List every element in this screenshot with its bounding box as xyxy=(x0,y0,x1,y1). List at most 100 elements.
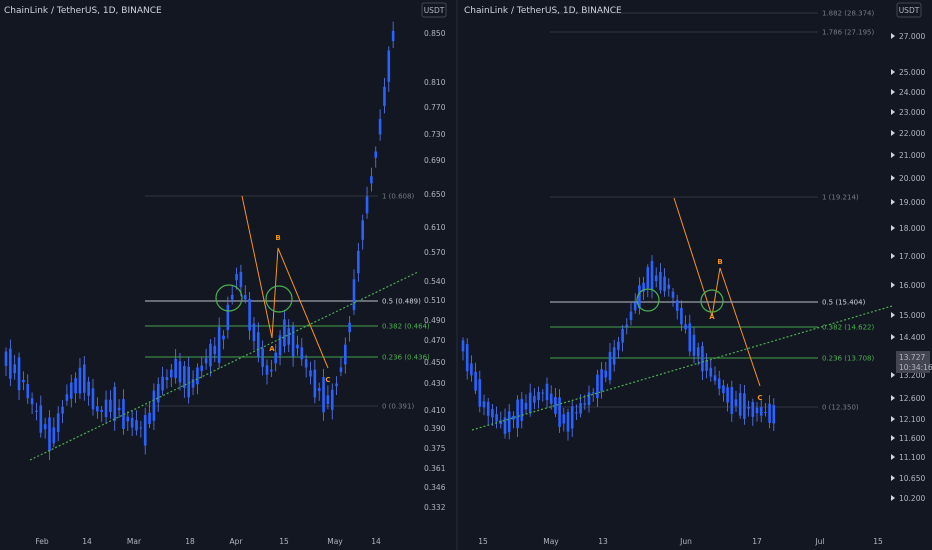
candle-body[interactable] xyxy=(772,405,776,424)
candle-body[interactable] xyxy=(391,30,395,42)
candle-body[interactable] xyxy=(503,417,507,434)
candle-body[interactable] xyxy=(516,399,519,429)
candle-body[interactable] xyxy=(625,324,629,327)
candle-body[interactable] xyxy=(83,364,86,393)
unit-label[interactable]: USDT xyxy=(899,6,920,15)
candle-body[interactable] xyxy=(528,392,532,413)
candle-body[interactable] xyxy=(122,399,125,429)
candle-body[interactable] xyxy=(587,392,591,406)
candle-body[interactable] xyxy=(365,196,369,214)
candle-body[interactable] xyxy=(139,427,143,429)
candle-body[interactable] xyxy=(204,358,208,364)
candle-body[interactable] xyxy=(126,416,130,422)
candle-body[interactable] xyxy=(684,324,687,330)
candle-body[interactable] xyxy=(512,415,515,420)
candle-body[interactable] xyxy=(287,328,291,345)
candle-body[interactable] xyxy=(243,295,247,300)
candle-body[interactable] xyxy=(747,406,750,409)
candle-body[interactable] xyxy=(600,369,603,392)
candle-body[interactable] xyxy=(300,347,304,360)
candle-body[interactable] xyxy=(709,367,713,377)
candle-body[interactable] xyxy=(213,345,217,355)
candle-body[interactable] xyxy=(35,410,38,412)
highlight-circle[interactable] xyxy=(700,289,724,313)
candle-body[interactable] xyxy=(629,311,633,321)
candle-body[interactable] xyxy=(562,414,566,424)
candle-body[interactable] xyxy=(352,279,356,311)
candle-body[interactable] xyxy=(52,427,56,444)
candle-body[interactable] xyxy=(520,398,524,421)
candle-body[interactable] xyxy=(13,364,16,374)
candle-body[interactable] xyxy=(734,399,738,407)
candle-body[interactable] xyxy=(491,409,494,418)
highlight-circle[interactable] xyxy=(636,288,660,312)
candle-body[interactable] xyxy=(283,319,286,347)
candle-body[interactable] xyxy=(650,261,654,291)
candle-body[interactable] xyxy=(730,387,734,414)
candle-body[interactable] xyxy=(226,304,230,331)
candle-body[interactable] xyxy=(743,393,746,419)
highlight-circle[interactable] xyxy=(215,284,243,312)
candle-body[interactable] xyxy=(165,377,169,381)
candle-body[interactable] xyxy=(667,284,671,289)
candle-body[interactable] xyxy=(170,369,173,378)
candle-body[interactable] xyxy=(143,415,147,446)
candle-body[interactable] xyxy=(270,369,273,372)
candle-body[interactable] xyxy=(465,344,469,372)
candle-body[interactable] xyxy=(313,369,317,398)
right-chart-pane[interactable]: ChainLink / TetherUS, 1D, BINANCE USDT 27.… xyxy=(461,2,932,546)
candle-body[interactable] xyxy=(278,335,282,356)
candle-body[interactable] xyxy=(764,411,767,413)
candle-body[interactable] xyxy=(317,388,321,392)
candle-body[interactable] xyxy=(30,398,34,405)
candle-body[interactable] xyxy=(524,402,528,410)
candle-body[interactable] xyxy=(330,389,334,410)
candle-body[interactable] xyxy=(361,220,364,240)
candle-body[interactable] xyxy=(633,302,637,311)
candle-body[interactable] xyxy=(74,378,77,394)
candle-body[interactable] xyxy=(541,392,545,394)
candle-body[interactable] xyxy=(646,267,650,289)
candle-body[interactable] xyxy=(617,341,620,350)
candle-body[interactable] xyxy=(65,394,69,401)
candle-body[interactable] xyxy=(357,250,360,274)
left-chart-pane[interactable]: ChainLink / TetherUS, 1D, BINANCE USDT 0.8… xyxy=(4,0,447,546)
candle-body[interactable] xyxy=(296,344,299,349)
candle-body[interactable] xyxy=(638,285,641,309)
candle-body[interactable] xyxy=(701,346,704,372)
candle-body[interactable] xyxy=(148,412,151,425)
candle-body[interactable] xyxy=(265,365,269,375)
candle-body[interactable] xyxy=(200,365,204,372)
candle-body[interactable] xyxy=(675,300,679,311)
candle-body[interactable] xyxy=(304,359,308,368)
candle-body[interactable] xyxy=(461,340,465,352)
candle-body[interactable] xyxy=(239,272,243,288)
candle-body[interactable] xyxy=(43,424,47,430)
candle-body[interactable] xyxy=(9,348,12,379)
candle-body[interactable] xyxy=(579,403,582,414)
candle-body[interactable] xyxy=(196,367,199,385)
candle-body[interactable] xyxy=(156,383,160,403)
candle-body[interactable] xyxy=(222,335,225,340)
candle-body[interactable] xyxy=(117,407,121,411)
unit-toggle-button[interactable]: USDT xyxy=(421,2,447,18)
candle-body[interactable] xyxy=(722,385,725,394)
candle-body[interactable] xyxy=(91,388,95,410)
candle-body[interactable] xyxy=(751,401,755,417)
candle-body[interactable] xyxy=(696,347,700,357)
abc-wave-path[interactable] xyxy=(241,195,329,369)
candle-body[interactable] xyxy=(470,363,473,376)
candle-body[interactable] xyxy=(596,374,599,399)
candle-body[interactable] xyxy=(612,347,616,365)
candle-body[interactable] xyxy=(335,383,338,387)
candle-body[interactable] xyxy=(104,399,108,417)
candle-body[interactable] xyxy=(22,379,25,383)
candle-body[interactable] xyxy=(100,409,103,412)
candle-body[interactable] xyxy=(663,276,666,292)
unit-label[interactable]: USDT xyxy=(424,6,445,15)
candle-body[interactable] xyxy=(96,406,99,412)
candle-body[interactable] xyxy=(608,351,612,381)
candle-body[interactable] xyxy=(387,50,391,82)
candle-body[interactable] xyxy=(113,386,117,421)
candle-body[interactable] xyxy=(575,412,578,414)
